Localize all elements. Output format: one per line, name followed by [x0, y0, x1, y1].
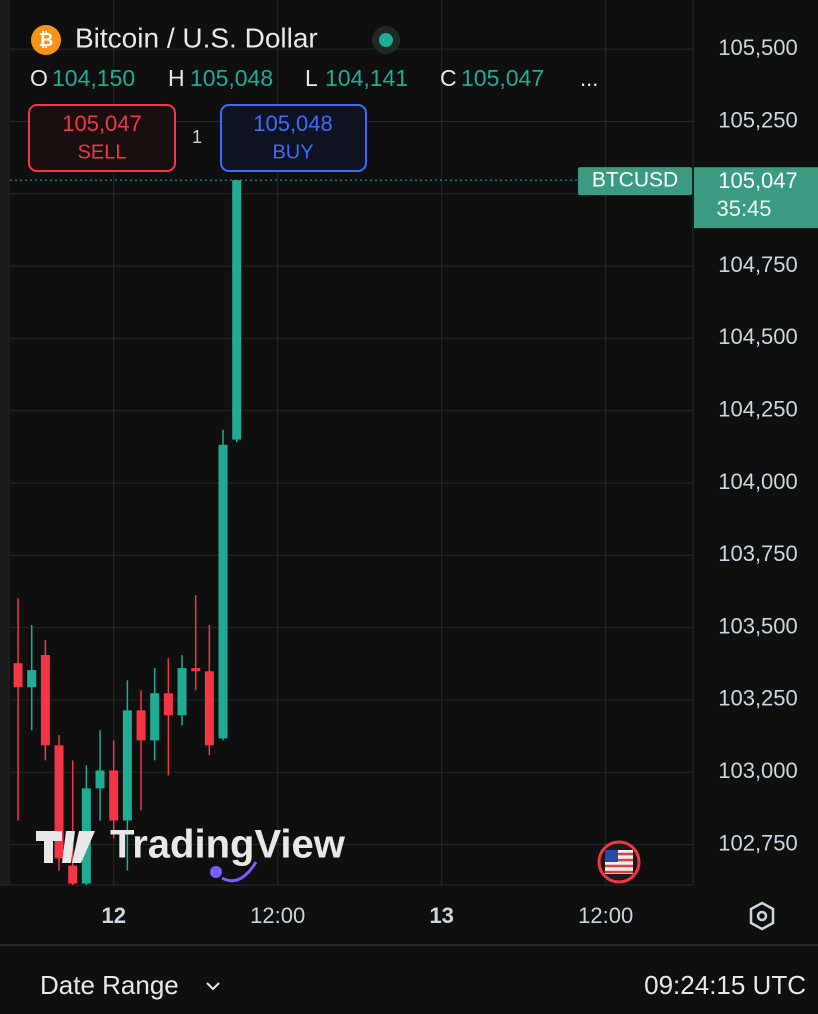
x-tick-label: 13 [429, 903, 453, 928]
ohlc-legend: O 104,150 H 105,048 L 104,141 C 105,047 [30, 65, 544, 91]
y-tick-label: 103,500 [718, 613, 798, 638]
axes: 102,750 103,000 103,250 103,500 103,750 104,0… [101, 35, 797, 928]
symbol-tag [578, 167, 692, 196]
flag-icon[interactable] [597, 840, 641, 884]
y-tick-label: 104,000 [718, 469, 798, 494]
x-tick-label: 12 [101, 903, 125, 928]
ohlc-value: 104,141 [325, 65, 408, 91]
y-tick-label: 104,750 [718, 252, 798, 277]
x-tick-label: 12:00 [578, 903, 633, 928]
candle-body [191, 668, 201, 672]
quantity: 1 [192, 127, 202, 147]
y-tick-label: 103,250 [718, 686, 798, 711]
ohlc-value: 104,150 [52, 65, 135, 91]
coin-icon [31, 25, 61, 55]
spark-arc [221, 861, 258, 883]
candle-body [136, 710, 146, 741]
y-tick-label: 104,500 [718, 324, 798, 349]
clock: 09:24:15 UTC [644, 970, 806, 1000]
y-tick-label: 105,500 [718, 35, 798, 60]
chart-title: Bitcoin / U.S. Dollar [75, 22, 318, 53]
y-tick-label: 102,750 [718, 830, 798, 855]
symbol-label: BTCUSD [592, 169, 678, 192]
ohlc-key: L [305, 65, 318, 91]
spark-icon [210, 866, 222, 878]
buy-label: BUY [272, 141, 313, 163]
candle-body [232, 180, 242, 440]
watermark: TradingView [36, 823, 346, 883]
settings-dot [756, 910, 768, 922]
candle-body [150, 693, 160, 741]
left-strip [0, 0, 10, 885]
sell-button[interactable]: 105,047 SELL [28, 104, 176, 172]
ohlc-key: C [440, 65, 457, 91]
y-tick-label: 103,000 [718, 758, 798, 783]
more[interactable]: ... [580, 66, 598, 91]
date-range[interactable]: Date Range [40, 970, 179, 1000]
candle-body [122, 710, 132, 821]
watermark-text: TradingView [110, 823, 346, 867]
status-dot [379, 33, 393, 47]
sell-price: 105,047 [62, 111, 142, 136]
candle-body [40, 655, 50, 746]
buy-price: 105,048 [253, 111, 333, 136]
candle-body [109, 770, 119, 821]
settings-icon[interactable] [749, 901, 775, 931]
ohlc-key: H [168, 65, 185, 91]
candle-body [95, 770, 105, 789]
y-tick-label: 105,250 [718, 107, 798, 132]
ohlc-value: 105,048 [190, 65, 273, 91]
y-tick-label: 104,250 [718, 396, 798, 421]
ohlc-value: 105,047 [461, 65, 544, 91]
y-tick-label: 103,750 [718, 541, 798, 566]
logo [36, 831, 95, 863]
candle-body [163, 693, 173, 716]
chevron [206, 982, 220, 991]
candle-body [204, 671, 214, 746]
price-tag-label: 105,047 [718, 168, 798, 193]
candle-body [218, 444, 228, 739]
countdown: 35:45 [716, 196, 771, 221]
price-tag [694, 167, 818, 229]
candle-body [27, 670, 37, 688]
candle-body [68, 865, 78, 884]
buy-button[interactable]: 105,048 BUY [220, 104, 367, 172]
ohlc-key: O [30, 65, 48, 91]
candle-body [177, 668, 187, 716]
coin-glyph: ₿ [39, 30, 54, 50]
x-tick-label: 12:00 [250, 903, 305, 928]
candle-body [54, 745, 64, 859]
sell-label: SELL [78, 141, 127, 163]
candle-body [13, 663, 23, 688]
